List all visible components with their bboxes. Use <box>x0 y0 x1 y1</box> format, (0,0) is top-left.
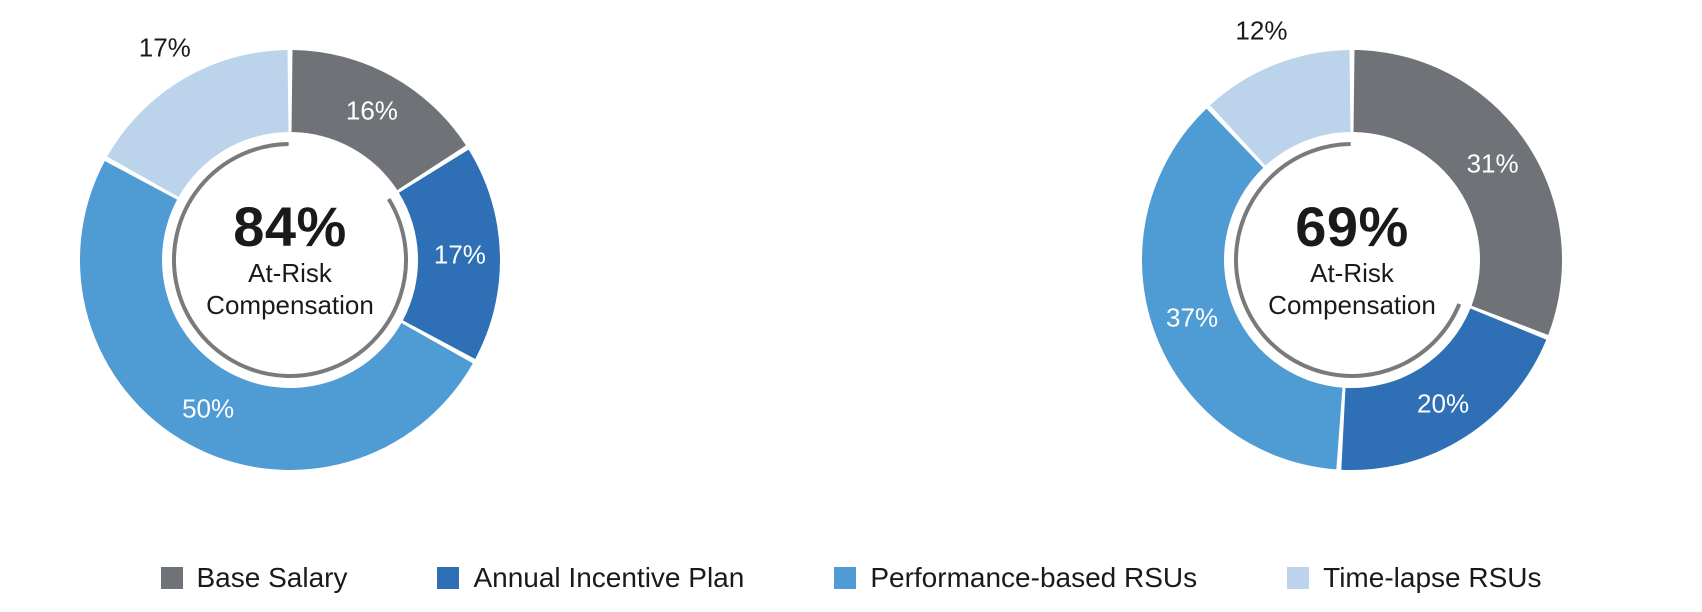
donut-chart-right: 69% At-Risk Compensation 31%20%37%12% <box>1122 30 1582 490</box>
legend-label-time-rsus: Time-lapse RSUs <box>1323 562 1541 594</box>
donut-chart-left: 84% At-Risk Compensation 16%17%50%17% <box>60 30 520 490</box>
legend-swatch-perf-rsus <box>834 567 856 589</box>
chart-slot-left: 84% At-Risk Compensation 16%17%50%17% <box>0 30 821 490</box>
donut-slice-annual_ip <box>399 150 500 359</box>
legend-item-perf-rsus: Performance-based RSUs <box>834 562 1197 594</box>
donut-svg <box>60 30 520 490</box>
donut-slice-base_salary <box>1354 50 1562 335</box>
charts-row: 84% At-Risk Compensation 16%17%50%17% 69… <box>0 0 1702 520</box>
legend: Base Salary Annual Incentive Plan Perfor… <box>0 562 1702 594</box>
legend-swatch-base-salary <box>161 567 183 589</box>
donut-svg <box>1122 30 1582 490</box>
legend-label-base-salary: Base Salary <box>197 562 348 594</box>
legend-item-base-salary: Base Salary <box>161 562 348 594</box>
chart-slot-right: 69% At-Risk Compensation 31%20%37%12% <box>821 30 1702 490</box>
legend-label-annual-incentive: Annual Incentive Plan <box>473 562 744 594</box>
donut-slice-time_rsus <box>107 50 288 197</box>
compensation-donuts-figure: 84% At-Risk Compensation 16%17%50%17% 69… <box>0 0 1702 612</box>
at-risk-inner-ring <box>174 144 406 376</box>
legend-swatch-annual-incentive <box>437 567 459 589</box>
legend-swatch-time-rsus <box>1287 567 1309 589</box>
at-risk-inner-ring <box>1236 144 1459 376</box>
legend-item-annual-incentive: Annual Incentive Plan <box>437 562 744 594</box>
legend-item-time-rsus: Time-lapse RSUs <box>1287 562 1541 594</box>
legend-label-perf-rsus: Performance-based RSUs <box>870 562 1197 594</box>
donut-slice-perf_rsus <box>1142 109 1342 470</box>
